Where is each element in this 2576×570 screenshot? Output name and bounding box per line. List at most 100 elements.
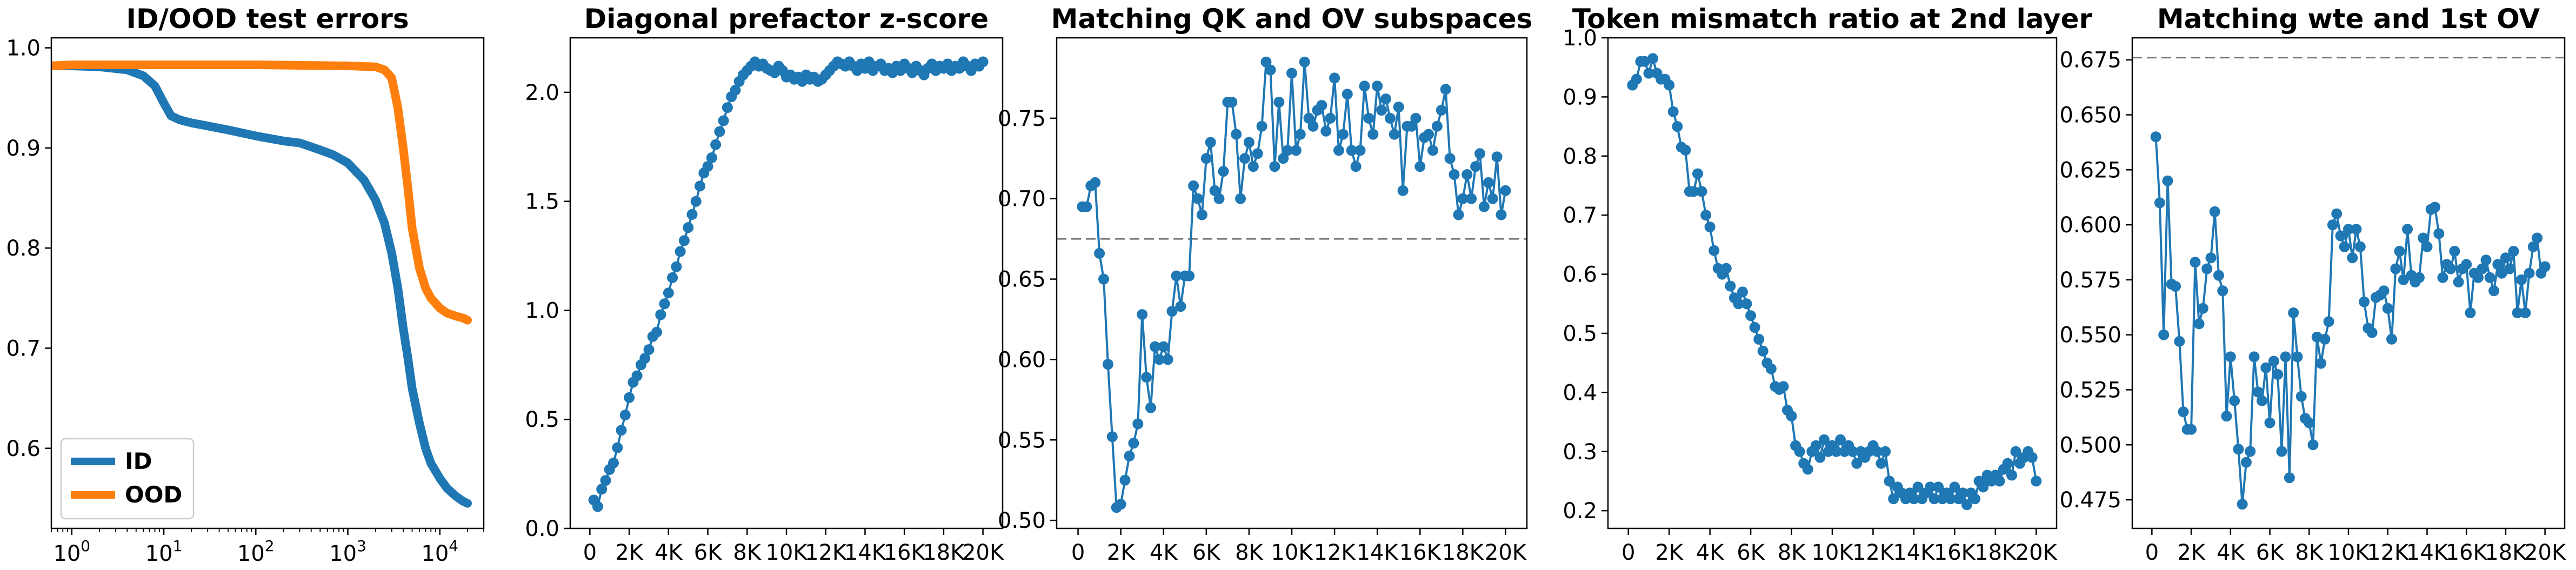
data-point <box>1414 161 1426 172</box>
data-point <box>1149 341 1160 352</box>
data-point <box>624 392 635 403</box>
series-line-ood <box>51 61 472 325</box>
data-point <box>706 152 717 163</box>
data-point <box>1631 73 1642 85</box>
data-point <box>1367 129 1379 140</box>
y-tick-label: 0.75 <box>998 106 1046 131</box>
data-point <box>1994 475 2005 487</box>
x-tick-label: 104 <box>421 537 458 566</box>
data-point <box>1282 145 1293 156</box>
data-point <box>702 161 713 172</box>
data-point <box>1453 209 1464 220</box>
data-point <box>1329 72 1340 84</box>
data-point <box>2343 224 2354 235</box>
data-point <box>2240 457 2252 468</box>
data-point <box>1124 451 1135 461</box>
x-tick-label: 2K <box>2177 540 2206 565</box>
data-point <box>2477 263 2488 274</box>
data-point <box>1431 120 1443 132</box>
data-point <box>1209 185 1220 196</box>
data-point <box>612 442 623 453</box>
x-tick-label: 103 <box>329 537 366 566</box>
panel-id-ood-test-errors: ID/OOD test errors 0.6 0.7 0.8 0.9 1.0 100 101 1… <box>6 3 485 566</box>
x-tick-label: 12K <box>2367 540 2410 565</box>
y-tick-label: 1.0 <box>525 298 559 323</box>
data-point <box>1290 145 1302 156</box>
data-point <box>2366 327 2378 338</box>
data-point <box>1440 84 1451 95</box>
data-point <box>1342 89 1353 100</box>
x-tick-label: 14K <box>844 540 887 565</box>
data-point <box>2433 228 2445 239</box>
data-point <box>1794 446 1805 457</box>
data-point <box>2205 252 2217 264</box>
panel-token-mismatch-ratio: Token mismatch ratio at 2nd layer 0.2 0.3 0… <box>1563 3 2092 565</box>
data-point <box>2010 446 2021 457</box>
data-point <box>1205 137 1216 148</box>
data-point <box>1876 458 1887 469</box>
data-point <box>2178 406 2189 418</box>
data-point <box>2445 263 2457 274</box>
data-point <box>1688 186 1699 197</box>
data-point <box>2170 281 2181 292</box>
data-point <box>2516 274 2527 285</box>
data-point <box>1872 446 1883 457</box>
data-point <box>1410 112 1422 124</box>
data-point <box>1192 193 1203 204</box>
x-tick-label: 8K <box>2295 540 2324 565</box>
axes-frame <box>569 37 1004 529</box>
data-point <box>2418 232 2429 244</box>
data-point <box>675 246 686 257</box>
data-point <box>1346 145 1357 156</box>
y-tick-label: 1.5 <box>525 190 559 214</box>
x-tick-label: 16K <box>1399 540 1442 565</box>
data-point <box>1188 180 1199 191</box>
x-tick-label: 6K <box>2256 540 2285 565</box>
data-point <box>2221 411 2232 422</box>
data-point <box>2006 470 2017 481</box>
data-point <box>2162 175 2173 186</box>
data-point <box>1745 310 1757 321</box>
data-point <box>1474 148 1485 159</box>
data-point <box>2323 316 2334 327</box>
data-point <box>1749 322 1760 333</box>
data-point <box>2461 259 2472 270</box>
data-point <box>1119 474 1131 486</box>
x-tick-label: 6K <box>694 540 723 565</box>
data-point <box>1449 169 1460 180</box>
data-point <box>667 272 678 283</box>
y-tick-label: 0.0 <box>525 517 559 541</box>
data-point <box>1753 333 1765 345</box>
y-tick-label: 0.2 <box>1563 499 1597 524</box>
data-point <box>643 344 655 356</box>
x-tick-label: 4K <box>1150 540 1178 565</box>
data-point <box>1094 247 1105 259</box>
y-tick-label: 0.70 <box>998 187 1046 212</box>
data-point <box>2488 285 2500 297</box>
data-point <box>600 475 611 486</box>
data-point <box>1184 270 1195 281</box>
y-tick-label: 1.0 <box>1563 26 1597 51</box>
data-point <box>1231 129 1242 140</box>
data-point <box>1814 452 1826 463</box>
data-point <box>2390 263 2401 274</box>
data-point <box>2292 351 2303 363</box>
y-tick-label: 0.65 <box>998 267 1046 292</box>
data-point <box>1162 354 1173 365</box>
y-tick-label: 0.9 <box>1563 85 1597 110</box>
data-point <box>2280 351 2291 363</box>
data-point <box>1128 438 1139 449</box>
chart-title: ID/OOD test errors <box>126 3 409 35</box>
y-tick-label: 0.650 <box>2059 103 2121 128</box>
x-tick-label: 14K <box>1893 540 1936 565</box>
data-point <box>2480 254 2492 266</box>
data-point <box>1427 145 1438 156</box>
data-point <box>1461 169 1473 180</box>
data-point <box>1098 273 1109 285</box>
data-point <box>2245 446 2256 457</box>
y-tick-label: 0.3 <box>1563 440 1597 465</box>
data-point <box>1137 309 1148 320</box>
data-point <box>619 410 631 421</box>
data-point <box>1664 79 1675 91</box>
data-point <box>1273 97 1285 108</box>
